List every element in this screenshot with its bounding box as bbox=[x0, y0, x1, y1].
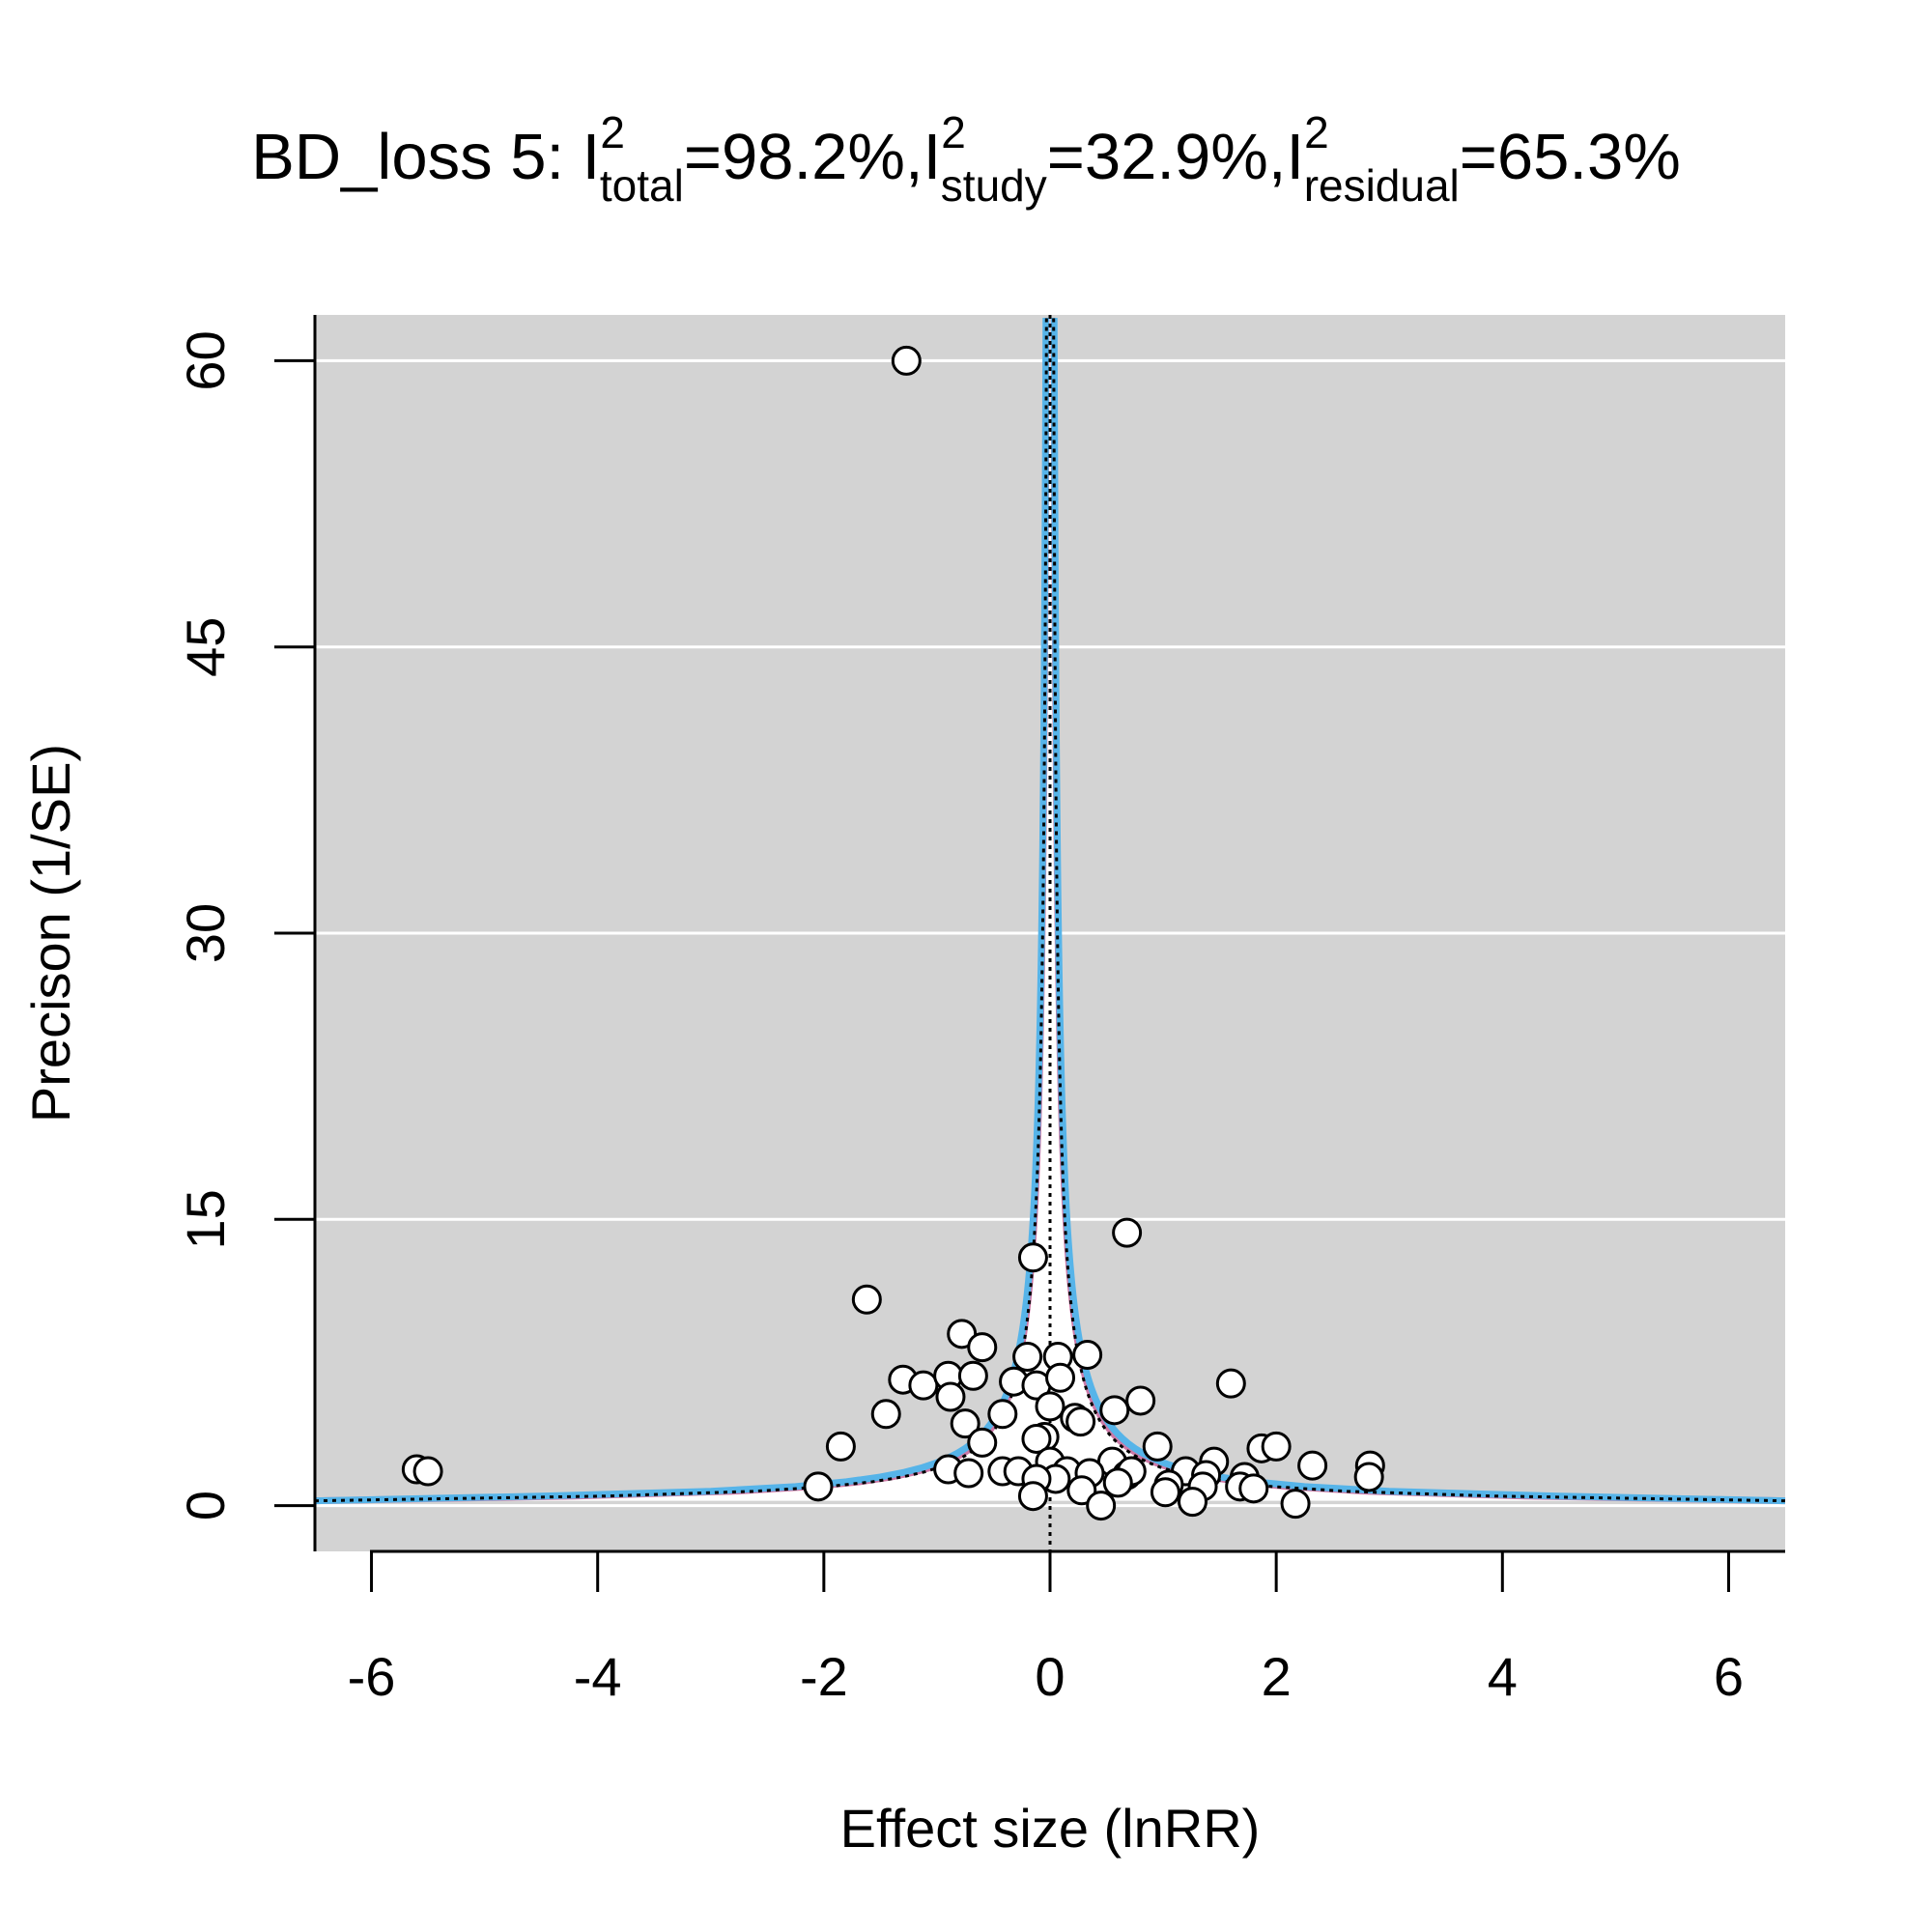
title-value: =98.2%,I bbox=[684, 121, 941, 193]
data-point bbox=[803, 1471, 834, 1502]
x-axis-ticks: -6 -4 -2 0 2 4 6 bbox=[348, 1551, 1744, 1707]
data-point bbox=[1353, 1462, 1384, 1492]
ci-band-blue-left bbox=[314, 317, 1050, 1505]
title-superscript: 2 bbox=[600, 107, 625, 157]
data-point bbox=[950, 1408, 980, 1439]
funnel-bound-left bbox=[314, 317, 1048, 1503]
x-tick-label: -4 bbox=[574, 1646, 622, 1707]
data-point bbox=[935, 1381, 966, 1412]
x-tick-label: 2 bbox=[1262, 1646, 1292, 1707]
data-point bbox=[1215, 1368, 1246, 1399]
data-point bbox=[1280, 1489, 1311, 1520]
data-point bbox=[870, 1399, 901, 1430]
title-prefix: BD_loss 5: I bbox=[251, 121, 600, 193]
chart-title: BD_loss 5: I2 total=98.2%,I2 study=32.9%,I… bbox=[251, 107, 1681, 211]
y-tick-label: 0 bbox=[175, 1491, 236, 1520]
title-subscript: study bbox=[941, 160, 1047, 211]
funnel-region bbox=[314, 315, 1786, 1551]
x-tick-label: -6 bbox=[348, 1646, 396, 1707]
data-point bbox=[1099, 1395, 1130, 1426]
x-tick-label: 4 bbox=[1488, 1646, 1518, 1707]
funnel-bound-right bbox=[1052, 317, 1786, 1503]
data-point bbox=[1066, 1475, 1097, 1506]
x-tick-label: 0 bbox=[1035, 1646, 1065, 1707]
data-point bbox=[1150, 1477, 1180, 1508]
y-tick-label: 30 bbox=[175, 903, 236, 963]
data-point bbox=[1142, 1431, 1173, 1462]
data-point bbox=[1017, 1481, 1048, 1512]
data-point bbox=[957, 1360, 988, 1391]
data-point bbox=[1045, 1362, 1076, 1393]
data-point bbox=[953, 1458, 984, 1489]
x-tick-label: -2 bbox=[800, 1646, 848, 1707]
data-point bbox=[1125, 1385, 1156, 1416]
data-point bbox=[851, 1284, 882, 1315]
y-tick-label: 15 bbox=[175, 1189, 236, 1249]
y-tick-label: 45 bbox=[175, 617, 236, 677]
title-subscript: residual bbox=[1304, 160, 1460, 211]
data-point bbox=[947, 1319, 978, 1350]
data-point bbox=[967, 1332, 998, 1363]
title-value: =32.9%,I bbox=[1047, 121, 1304, 193]
data-point bbox=[987, 1399, 1018, 1430]
data-points bbox=[401, 345, 1385, 1521]
x-tick-label: 6 bbox=[1714, 1646, 1744, 1707]
data-point bbox=[908, 1370, 939, 1401]
data-point bbox=[1297, 1450, 1328, 1481]
ci-band-blue-right bbox=[1050, 317, 1786, 1505]
data-point bbox=[1017, 1242, 1048, 1273]
x-axis-label: Effect size (lnRR) bbox=[840, 1798, 1261, 1859]
data-point bbox=[1035, 1391, 1065, 1422]
title-superscript: 2 bbox=[1304, 107, 1329, 157]
data-point bbox=[1012, 1342, 1043, 1373]
data-point bbox=[1238, 1473, 1269, 1504]
data-point bbox=[1065, 1406, 1096, 1437]
title-value: =65.3% bbox=[1460, 121, 1681, 193]
data-point bbox=[1086, 1491, 1117, 1521]
y-axis-label: Precison (1/SE) bbox=[20, 744, 81, 1122]
title-superscript: 2 bbox=[941, 107, 966, 157]
data-point bbox=[891, 345, 922, 376]
data-point bbox=[1072, 1340, 1103, 1371]
data-point bbox=[967, 1427, 998, 1458]
data-point bbox=[825, 1431, 856, 1462]
title-subscript: total bbox=[600, 160, 684, 211]
y-axis-ticks: 0 15 30 45 60 bbox=[175, 330, 315, 1520]
data-point bbox=[1102, 1467, 1133, 1498]
y-tick-label: 60 bbox=[175, 330, 236, 390]
data-point bbox=[412, 1456, 443, 1487]
data-point bbox=[1112, 1217, 1143, 1248]
data-point bbox=[1261, 1431, 1292, 1462]
data-point bbox=[1021, 1423, 1052, 1454]
data-point bbox=[1178, 1487, 1208, 1518]
